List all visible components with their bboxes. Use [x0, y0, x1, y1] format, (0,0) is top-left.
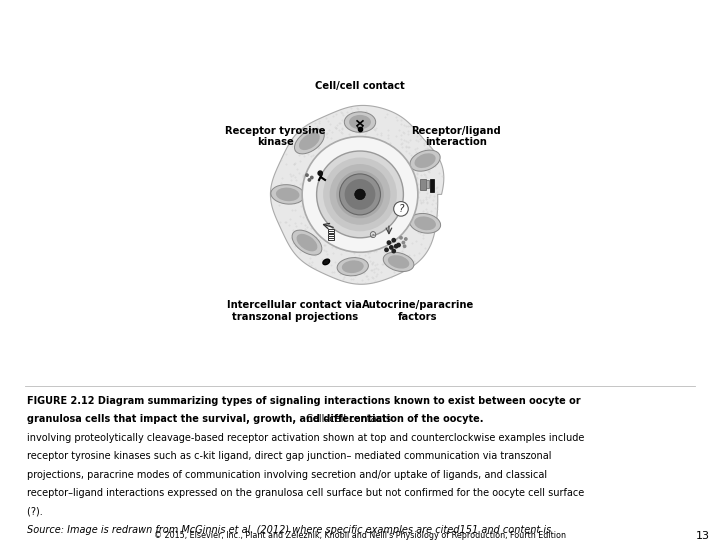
Circle shape [330, 164, 390, 225]
Circle shape [405, 238, 407, 240]
Circle shape [400, 237, 402, 239]
Circle shape [336, 171, 384, 218]
Ellipse shape [323, 259, 330, 265]
Ellipse shape [383, 252, 414, 272]
Circle shape [387, 241, 391, 244]
Circle shape [310, 177, 313, 179]
Text: granulosa cells that impact the survival, growth, and differentiation of the ooc: granulosa cells that impact the survival… [27, 414, 484, 424]
Text: © 2015, Elsevier, Inc., Plant and Zeleznik, Knobil and Neill's Physiology of Rep: © 2015, Elsevier, Inc., Plant and Zelezn… [154, 531, 566, 540]
Text: Source: Image is redrawn from McGinnis et al. (2012) where specific examples are: Source: Image is redrawn from McGinnis e… [27, 525, 552, 535]
Ellipse shape [292, 230, 322, 255]
Ellipse shape [276, 187, 300, 201]
Bar [328, 229, 335, 231]
Circle shape [355, 189, 365, 200]
Ellipse shape [388, 255, 409, 268]
Text: receptor tyrosine kinases such as c-kit ligand, direct gap junction– mediated co: receptor tyrosine kinases such as c-kit … [27, 451, 552, 461]
Bar [420, 179, 426, 190]
Circle shape [390, 246, 393, 249]
Text: Receptor tyrosine
kinase: Receptor tyrosine kinase [225, 126, 326, 147]
Ellipse shape [344, 112, 376, 132]
Ellipse shape [410, 213, 441, 233]
Circle shape [323, 158, 397, 231]
Ellipse shape [294, 129, 324, 154]
Circle shape [345, 179, 375, 210]
Text: involving proteolytically cleavage-based receptor activation shown at top and co: involving proteolytically cleavage-based… [27, 433, 585, 443]
Text: ⊙: ⊙ [368, 231, 376, 240]
Circle shape [392, 249, 395, 253]
Polygon shape [271, 105, 444, 284]
Text: Intercellular contact via
transzonal projections: Intercellular contact via transzonal pro… [228, 300, 362, 322]
Text: Receptor/ligand
interaction: Receptor/ligand interaction [412, 126, 501, 147]
Text: Cell–cell contacts: Cell–cell contacts [302, 414, 390, 424]
Text: 13: 13 [696, 531, 710, 540]
Circle shape [340, 174, 380, 215]
Ellipse shape [299, 133, 320, 150]
Circle shape [302, 137, 418, 252]
Circle shape [403, 245, 406, 247]
Ellipse shape [410, 150, 440, 171]
Bar [328, 234, 335, 235]
Ellipse shape [342, 260, 364, 273]
Circle shape [317, 151, 403, 238]
Text: Autocrine/paracrine
factors: Autocrine/paracrine factors [361, 300, 474, 322]
Ellipse shape [414, 217, 436, 230]
Text: (?).: (?). [27, 507, 46, 517]
Circle shape [402, 241, 405, 244]
Ellipse shape [349, 115, 371, 129]
Circle shape [397, 244, 400, 247]
Circle shape [308, 179, 310, 181]
Bar [328, 236, 335, 238]
Circle shape [395, 245, 398, 248]
Text: ?: ? [398, 204, 404, 214]
Bar [430, 179, 434, 192]
Circle shape [318, 171, 323, 176]
Text: projections, paracrine modes of communication involving secretion and/or uptake : projections, paracrine modes of communic… [27, 470, 547, 480]
Text: Cell/cell contact: Cell/cell contact [315, 81, 405, 91]
Text: receptor–ligand interactions expressed on the granulosa cell surface but not con: receptor–ligand interactions expressed o… [27, 488, 585, 498]
Circle shape [384, 248, 388, 252]
Ellipse shape [271, 185, 305, 204]
Circle shape [392, 239, 395, 242]
Ellipse shape [415, 153, 436, 168]
Bar [328, 238, 335, 240]
Bar [426, 180, 429, 188]
Circle shape [306, 174, 308, 177]
Ellipse shape [297, 234, 318, 251]
Bar [328, 231, 335, 233]
Text: FIGURE 2.12 Diagram summarizing types of signaling interactions known to exist b: FIGURE 2.12 Diagram summarizing types of… [27, 396, 581, 406]
Ellipse shape [337, 258, 369, 276]
